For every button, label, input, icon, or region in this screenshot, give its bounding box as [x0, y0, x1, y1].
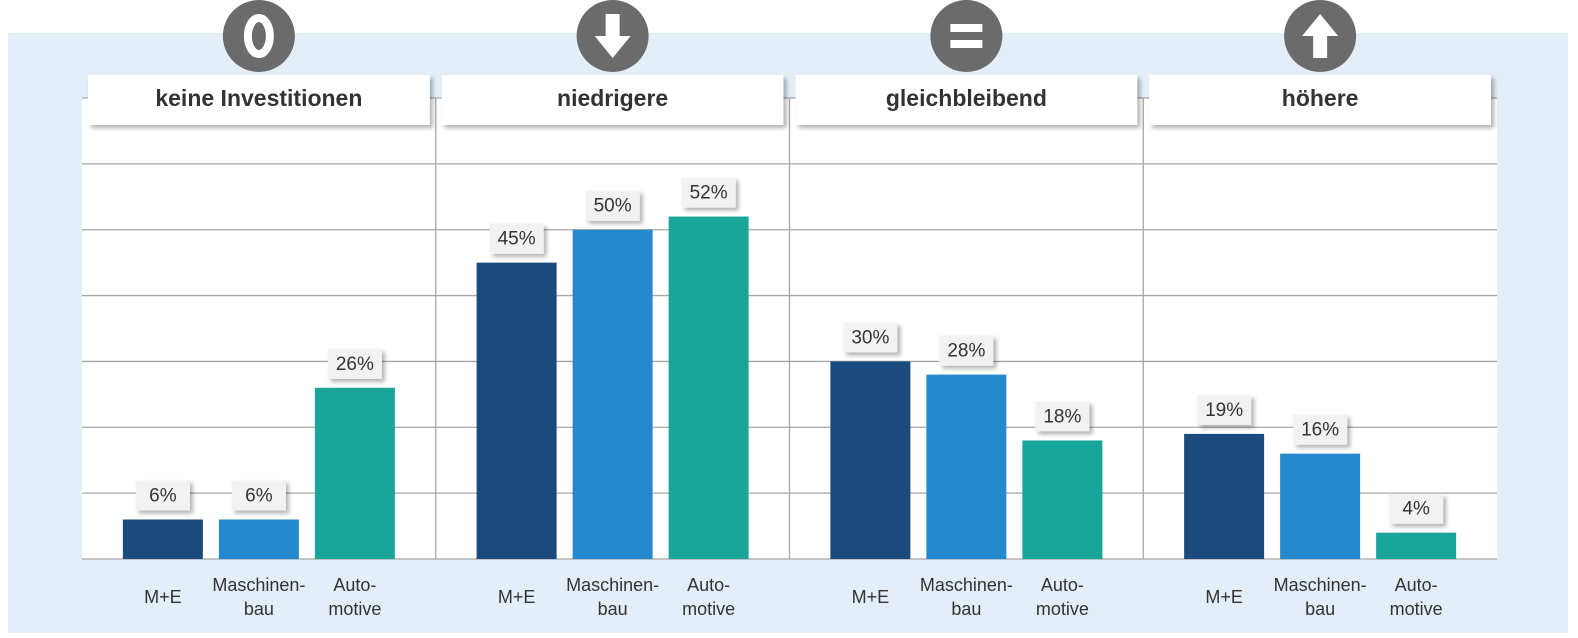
group-icon [930, 0, 1003, 72]
group-header: höhere [1282, 85, 1359, 111]
value-label-box [939, 335, 994, 366]
value-label-box [489, 223, 544, 254]
x-tick-label: Maschinen-bau [1274, 575, 1367, 619]
x-tick-label: Maschinen-bau [566, 575, 659, 619]
value-label: 52% [690, 183, 728, 204]
value-label-box [681, 177, 736, 208]
value-label: 19% [1205, 400, 1243, 421]
value-label-box [1389, 493, 1444, 524]
value-label-box [1197, 394, 1252, 425]
value-label: 28% [947, 341, 985, 362]
group-header: keine Investitionen [155, 85, 362, 111]
bar [1022, 440, 1103, 559]
value-label-box [135, 480, 190, 511]
group-header-box [88, 75, 430, 125]
group-header-box [441, 75, 784, 125]
x-tick-label: Auto-motive [682, 575, 735, 619]
bar [122, 519, 203, 559]
value-label: 16% [1301, 420, 1339, 441]
value-label: 6% [149, 486, 177, 507]
group-icon [222, 0, 295, 72]
group-header-box [1149, 75, 1491, 125]
group-header-box [795, 75, 1138, 125]
value-label: 4% [1402, 499, 1430, 520]
bar [1376, 532, 1457, 559]
group-header: gleichbleibend [886, 85, 1047, 111]
group-icon [1284, 0, 1357, 72]
bar [476, 262, 557, 559]
x-tick-label: Auto-motive [1390, 575, 1443, 619]
value-label: 6% [245, 486, 273, 507]
value-label: 26% [336, 354, 374, 375]
x-tick-label: M+E [144, 587, 182, 607]
bar [668, 216, 749, 560]
value-label: 50% [594, 196, 632, 217]
value-label-box [843, 322, 898, 353]
value-label: 30% [851, 327, 889, 348]
x-tick-label: M+E [498, 587, 536, 607]
value-label-box [327, 348, 382, 379]
x-tick-label: Auto-motive [328, 575, 381, 619]
x-tick-label: Maschinen-bau [920, 575, 1013, 619]
value-label-box [585, 190, 640, 221]
bar [572, 229, 653, 559]
x-tick-label: Auto-motive [1036, 575, 1089, 619]
value-label-box [1035, 401, 1090, 432]
bar [314, 387, 395, 559]
value-label-box [231, 480, 286, 511]
group-icon [576, 0, 649, 72]
bar [830, 361, 911, 559]
bar [1184, 433, 1265, 559]
bar [218, 519, 299, 559]
value-label-box [1293, 414, 1348, 445]
group-header: niedrigere [557, 85, 668, 111]
x-tick-label: Maschinen-bau [212, 575, 305, 619]
x-tick-label: M+E [852, 587, 890, 607]
x-tick-label: M+E [1205, 587, 1243, 607]
bar [1280, 453, 1361, 559]
value-label: 18% [1043, 406, 1081, 427]
bar [926, 374, 1007, 559]
value-label: 45% [498, 229, 536, 250]
